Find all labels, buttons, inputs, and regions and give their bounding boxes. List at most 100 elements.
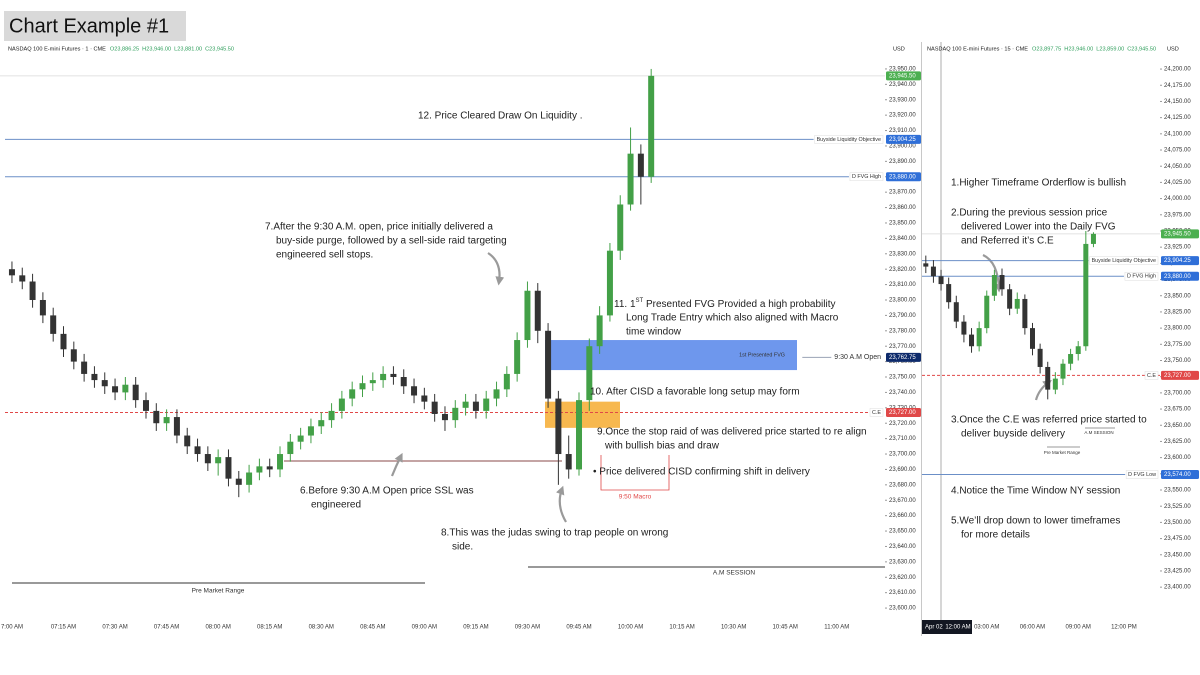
y-tick-label: 23,670.00 [889, 498, 916, 504]
annotation: 3.Once the C.E was referred price starte… [951, 415, 1147, 426]
y-tick-label: 23,900.00 [889, 144, 916, 150]
y-tick-label: 23,830.00 [889, 251, 916, 257]
y-tick-label: 23,425.00 [1164, 569, 1191, 575]
candle-body [349, 389, 356, 399]
candle-body [411, 386, 418, 396]
candle-body [576, 400, 583, 470]
range-label: Pre Market Range [192, 588, 245, 595]
candle-body [1060, 363, 1066, 379]
candle-body [969, 334, 975, 347]
y-tick-label: 23,400.00 [1164, 585, 1191, 591]
y-tick-label: 23,525.00 [1164, 504, 1191, 510]
level-price-box [886, 407, 921, 417]
y-tick-label: 23,475.00 [1164, 536, 1191, 542]
y-tick-label: 23,600.00 [1164, 455, 1191, 461]
y-tick-label: 23,700.00 [889, 452, 916, 458]
annotation: 5.We’ll drop down to lower timeframes [951, 516, 1120, 527]
y-tick-label: 24,175.00 [1164, 83, 1191, 89]
x-tick-label: 07:45 AM [154, 625, 179, 631]
annotation: 6.Before 9:30 A.M Open price SSL was [300, 486, 474, 497]
candle-body [534, 290, 541, 331]
y-tick-label: 23,930.00 [889, 97, 916, 103]
y-tick-label: 23,625.00 [1164, 439, 1191, 445]
y-tick-label: 23,650.00 [889, 529, 916, 535]
y-tick-label: 23,660.00 [889, 513, 916, 519]
candle-body [163, 417, 170, 424]
y-tick-label: 23,750.00 [889, 375, 916, 381]
y-tick-label: 23,610.00 [889, 590, 916, 596]
candle-body [1007, 289, 1013, 309]
candle-body [472, 401, 479, 411]
candle-body [8, 269, 15, 276]
candle-body [81, 361, 88, 374]
y-tick-label: 23,950.00 [889, 67, 916, 73]
candle-body [112, 386, 119, 393]
candle-body [50, 315, 57, 334]
candle-body [256, 466, 263, 473]
candle-body [565, 454, 572, 470]
candle-body [101, 380, 108, 387]
ohlc-value: C23,945.50 [1127, 46, 1156, 52]
x-tick-label: 12:00 PM [1111, 625, 1137, 631]
arrow [556, 485, 567, 523]
level-price: 23,727.00 [1164, 373, 1191, 379]
arrow [982, 254, 1004, 293]
candle-body [627, 153, 634, 205]
candle-body [70, 349, 77, 362]
level-price: 23,880.00 [889, 174, 916, 180]
candle-body [462, 401, 469, 408]
ohlc-value: O23,886.25 [110, 46, 139, 52]
candle-body [380, 373, 387, 381]
candle-body [132, 384, 139, 401]
y-tick-label: 23,810.00 [889, 282, 916, 288]
y-tick-label: 23,760.00 [889, 359, 916, 365]
candle-body [431, 401, 438, 414]
annotation: side. [452, 542, 473, 553]
symbol: NASDAQ 100 E-mini Futures · 15 · CME [927, 46, 1028, 52]
level-label: Buyside Liquidity Objective [817, 137, 881, 143]
candle-body [991, 275, 997, 296]
y-tick-label: 23,850.00 [889, 221, 916, 227]
arrow [487, 252, 505, 286]
last-price: 23,945.50 [889, 73, 916, 79]
arrow [390, 452, 403, 477]
level-price: 23,880.00 [1164, 274, 1191, 280]
candle-body [39, 299, 46, 316]
level-price-box [1161, 256, 1199, 266]
y-tick-label: 23,910.00 [889, 128, 916, 134]
y-tick-label: 23,940.00 [889, 82, 916, 88]
candle-body [307, 426, 314, 436]
title: Chart Example #1 [9, 15, 169, 37]
y-tick-label: 23,640.00 [889, 544, 916, 550]
y-tick-label: 23,675.00 [1164, 407, 1191, 413]
candle-body [246, 472, 253, 485]
candle-body [503, 373, 510, 390]
level-label-bg [1124, 272, 1159, 281]
x-tick-label: 06:00 AM [1020, 625, 1045, 631]
y-tick-label: 23,450.00 [1164, 552, 1191, 558]
y-tick-label: 23,850.00 [1164, 293, 1191, 299]
candle-body [225, 457, 232, 479]
annotation: 8.This was the judas swing to trap peopl… [441, 528, 668, 539]
annotation: 11. 1ST Presented FVG Provided a high pr… [614, 298, 836, 310]
annotation: deliver buyside delivery [961, 429, 1065, 440]
y-tick-label: 23,500.00 [1164, 520, 1191, 526]
x-tick-label: 11:00 AM [824, 625, 849, 631]
y-tick-label: 24,200.00 [1164, 67, 1191, 73]
y-tick-label: 24,000.00 [1164, 196, 1191, 202]
level-label-bg [1125, 470, 1159, 479]
y-tick-label: 23,770.00 [889, 344, 916, 350]
annotation-part: Presented FVG Provided a high probabilit… [643, 299, 835, 310]
level-label: D FVG High [852, 174, 881, 180]
x-tick-label: 12:00 AM [945, 625, 970, 631]
ohlc-value: O23,897.75 [1032, 46, 1061, 52]
candle-body [338, 398, 345, 411]
level-price-box [1161, 469, 1199, 479]
candle-body [1045, 366, 1051, 390]
level-label-bg [1089, 256, 1159, 265]
annotation: time window [626, 327, 682, 338]
candle-body [297, 435, 304, 442]
x-tick-label: 7:00 AM [1, 625, 23, 631]
x-tick-label: 09:00 AM [1066, 625, 1091, 631]
candle-body [524, 290, 531, 341]
